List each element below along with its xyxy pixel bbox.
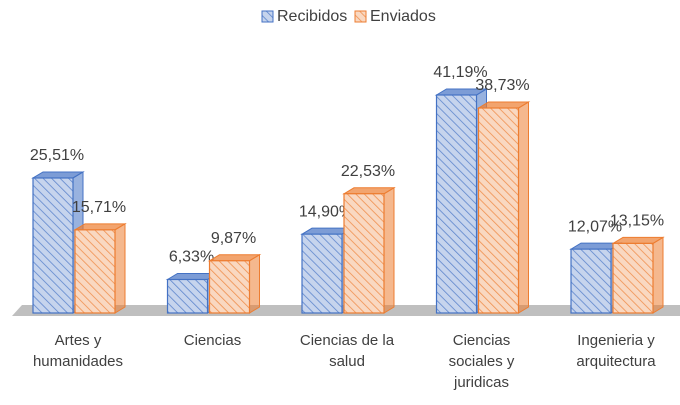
data-label: 12,07% xyxy=(568,218,622,235)
bar xyxy=(32,177,74,314)
x-tick-label: Ingenieria y arquitectura xyxy=(576,332,656,370)
bar xyxy=(477,107,520,314)
x-tick-label: Ciencias xyxy=(183,332,242,349)
data-label: 38,73% xyxy=(475,77,529,94)
data-label: 13,15% xyxy=(610,213,664,230)
data-label: 41,19% xyxy=(433,64,487,81)
bar xyxy=(166,278,209,314)
bar xyxy=(74,229,116,314)
data-label: 25,51% xyxy=(30,147,84,164)
data-label: 22,53% xyxy=(341,163,395,180)
data-label: 14,90% xyxy=(299,203,353,220)
bar xyxy=(612,242,654,314)
x-tick-label: Ciencias sociales y juridicas xyxy=(448,332,515,391)
x-tick-label: Ciencias de la salud xyxy=(299,332,395,370)
x-tick-label: Artes y humanidades xyxy=(32,332,124,370)
bar xyxy=(301,233,343,314)
bar-side xyxy=(249,253,260,314)
bar-side xyxy=(114,222,126,314)
legend-swatch xyxy=(354,10,367,23)
bar xyxy=(208,260,251,314)
bar-side xyxy=(652,236,664,314)
bar xyxy=(343,193,385,314)
legend-label: Recibidos xyxy=(277,8,347,25)
data-label: 6,33% xyxy=(169,249,214,266)
bar-side xyxy=(518,101,529,314)
data-label: 9,87% xyxy=(211,230,256,247)
bar xyxy=(435,94,478,314)
data-label: 15,71% xyxy=(72,199,126,216)
legend-label: Enviados xyxy=(370,8,436,25)
legend-swatch xyxy=(261,10,274,23)
bar-side xyxy=(383,186,395,314)
bar xyxy=(570,248,612,314)
